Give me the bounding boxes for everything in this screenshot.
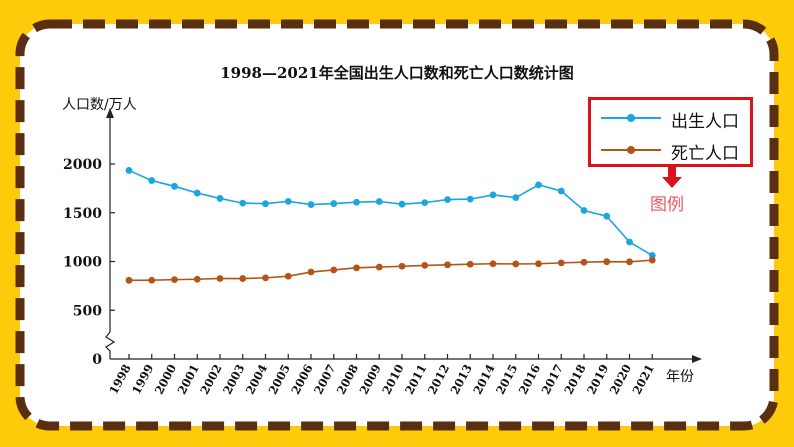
data-point-0-7: [284, 197, 292, 205]
y-tick-label: 1500: [63, 206, 102, 222]
data-point-0-16: [489, 191, 497, 199]
data-point-1-2: [171, 276, 178, 284]
y-axis-label: 人口数/万人: [62, 97, 137, 113]
data-point-0-5: [239, 199, 247, 207]
x-tick-label: 2021: [630, 362, 657, 397]
y-axis-arrow: [106, 108, 114, 118]
data-point-1-13: [421, 262, 429, 269]
data-point-0-1: [148, 177, 156, 184]
x-axis-arrow: [692, 355, 702, 363]
data-point-0-12: [398, 200, 406, 208]
chart-title: 1998—2021年全国出生人口数和死亡人口数统计图: [220, 64, 574, 82]
data-point-1-21: [603, 258, 611, 266]
data-point-0-6: [262, 200, 269, 208]
data-point-1-11: [375, 263, 383, 271]
down-arrow-icon: [662, 166, 682, 188]
data-point-0-8: [307, 201, 315, 208]
data-point-0-13: [421, 199, 429, 207]
data-point-1-20: [580, 258, 588, 266]
data-point-1-22: [626, 258, 633, 266]
data-point-0-15: [466, 195, 474, 203]
x-axis-label: 年份: [666, 369, 694, 385]
data-point-1-17: [512, 260, 520, 268]
data-point-0-4: [216, 195, 224, 202]
births-marker: [627, 114, 635, 122]
data-point-0-22: [626, 238, 633, 246]
data-point-1-15: [466, 260, 474, 268]
data-point-1-18: [535, 260, 542, 268]
data-point-1-9: [330, 266, 338, 274]
data-point-0-18: [535, 181, 542, 189]
data-point-0-20: [580, 207, 588, 214]
y-tick-label: 500: [73, 303, 102, 319]
data-point-1-12: [398, 262, 406, 270]
legend-label-deaths: 死亡人口: [671, 144, 739, 164]
y-tick-label: 1000: [63, 255, 102, 271]
data-point-0-14: [444, 196, 451, 203]
data-point-0-19: [557, 187, 565, 195]
data-point-1-6: [262, 274, 269, 282]
data-point-0-17: [512, 194, 520, 202]
legend-item-deaths: 死亡人口: [591, 136, 750, 166]
data-point-0-23: [648, 252, 656, 259]
legend-item-births: 出生人口: [591, 104, 750, 134]
series-line-1: [128, 259, 653, 282]
data-point-1-0: [125, 276, 133, 284]
data-point-1-23: [648, 256, 656, 264]
legend-label-births: 出生人口: [671, 112, 739, 132]
legend-caption: 图例: [650, 195, 684, 215]
data-point-1-7: [284, 272, 292, 280]
data-point-0-0: [125, 167, 133, 174]
data-point-0-10: [353, 198, 360, 206]
data-point-0-21: [603, 212, 611, 220]
y-tick-label: 0: [92, 352, 102, 368]
data-point-1-10: [353, 264, 360, 272]
data-point-1-19: [557, 259, 565, 267]
data-point-1-3: [193, 275, 201, 283]
data-point-0-11: [375, 198, 383, 205]
y-axis-break: [105, 331, 116, 359]
legend: 出生人口 死亡人口: [588, 97, 753, 167]
series-line-0: [128, 169, 653, 257]
data-point-1-14: [444, 261, 451, 269]
deaths-marker: [627, 146, 635, 154]
data-point-0-3: [193, 189, 201, 197]
data-point-0-2: [171, 182, 178, 190]
data-point-0-9: [330, 200, 338, 207]
data-point-1-4: [216, 275, 224, 282]
data-point-1-5: [239, 275, 247, 282]
data-point-1-16: [489, 260, 497, 268]
data-point-1-1: [148, 276, 156, 284]
y-tick-label: 2000: [63, 157, 102, 173]
data-point-1-8: [307, 268, 315, 276]
